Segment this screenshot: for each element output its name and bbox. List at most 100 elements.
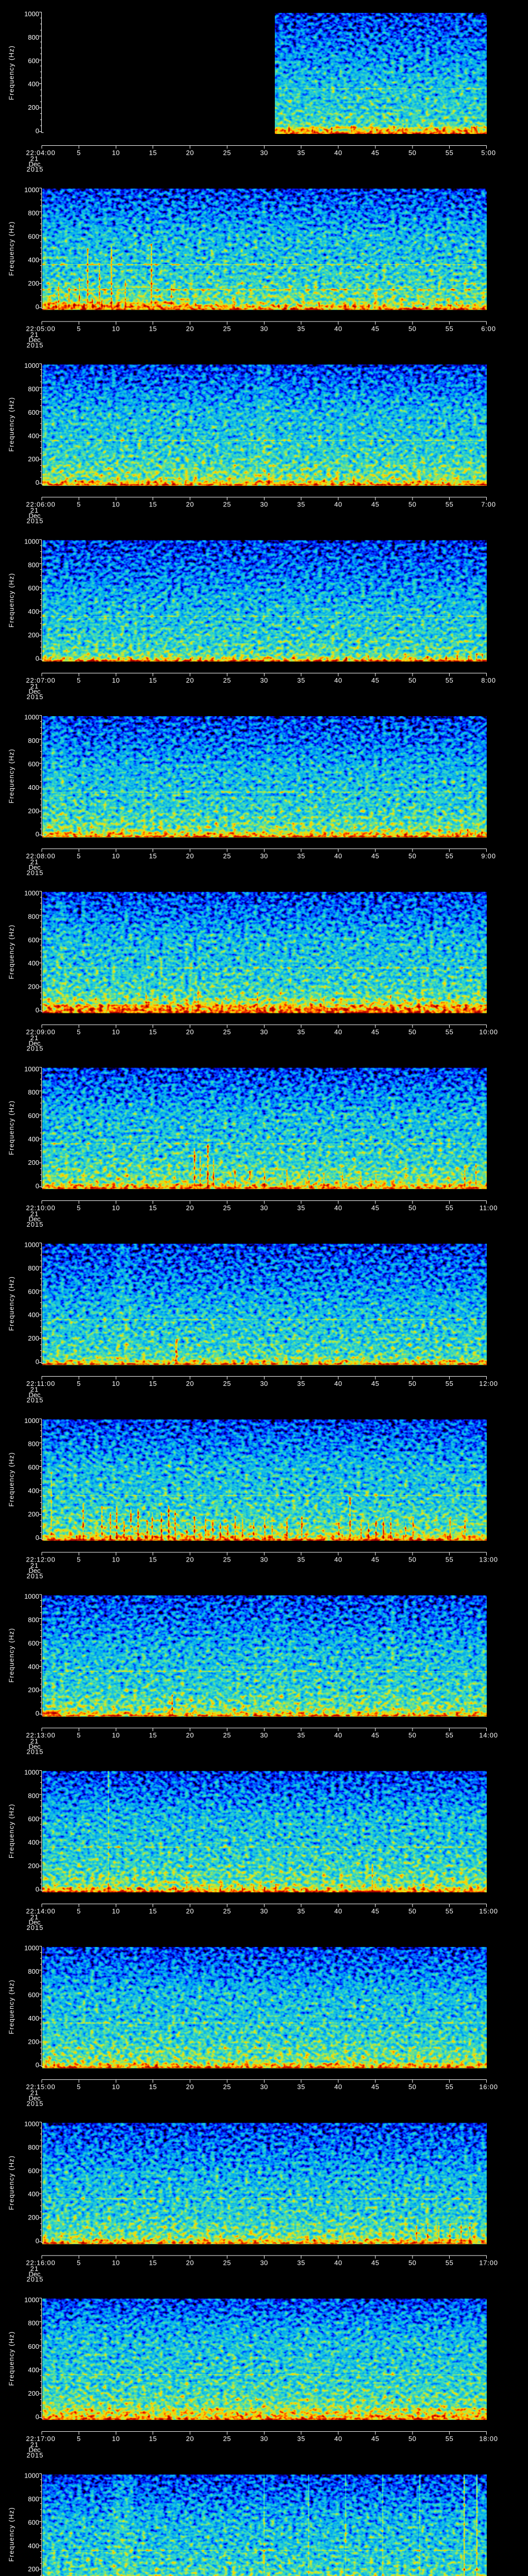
svg-text:600: 600 xyxy=(28,2518,39,2526)
svg-text:800: 800 xyxy=(28,385,39,393)
svg-text:Frequency (Hz): Frequency (Hz) xyxy=(8,45,15,100)
svg-text:25: 25 xyxy=(223,501,231,509)
svg-text:600: 600 xyxy=(28,2167,39,2175)
svg-text:22:13:00: 22:13:00 xyxy=(26,1732,55,1739)
svg-text:Frequency (Hz): Frequency (Hz) xyxy=(8,1100,15,1155)
svg-text:0: 0 xyxy=(36,1709,39,1717)
svg-text:0: 0 xyxy=(36,2237,39,2245)
svg-text:50: 50 xyxy=(408,1204,416,1212)
svg-text:Dec: Dec xyxy=(28,863,41,871)
svg-text:Frequency (Hz): Frequency (Hz) xyxy=(8,2507,15,2562)
svg-text:1000: 1000 xyxy=(24,537,39,545)
svg-text:800: 800 xyxy=(28,1440,39,1448)
svg-text:5: 5 xyxy=(77,1028,81,1036)
svg-text:5: 5 xyxy=(77,676,81,684)
svg-text:45: 45 xyxy=(371,149,379,157)
svg-text:30: 30 xyxy=(260,1555,268,1563)
svg-text:1000: 1000 xyxy=(24,2472,39,2480)
svg-text:35: 35 xyxy=(297,1907,305,1915)
svg-text:Dec: Dec xyxy=(28,1567,41,1574)
svg-text:1000: 1000 xyxy=(24,1065,39,1073)
svg-text:35: 35 xyxy=(297,1028,305,1036)
svg-text:2015: 2015 xyxy=(27,1045,44,1053)
svg-text:55: 55 xyxy=(446,1732,453,1739)
svg-text:2015: 2015 xyxy=(27,1221,44,1228)
svg-text:0: 0 xyxy=(36,303,39,311)
svg-text:1000: 1000 xyxy=(24,10,39,18)
svg-text:400: 400 xyxy=(28,784,39,791)
svg-text:1000: 1000 xyxy=(24,1417,39,1425)
svg-text:25: 25 xyxy=(223,2259,231,2267)
svg-text:9:00: 9:00 xyxy=(481,852,496,860)
svg-text:25: 25 xyxy=(223,1555,231,1563)
svg-text:25: 25 xyxy=(223,149,231,157)
svg-text:400: 400 xyxy=(28,1135,39,1143)
svg-text:30: 30 xyxy=(260,1907,268,1915)
svg-text:35: 35 xyxy=(297,501,305,509)
svg-text:40: 40 xyxy=(334,1028,342,1036)
svg-text:30: 30 xyxy=(260,501,268,509)
svg-text:21: 21 xyxy=(30,155,39,163)
svg-text:400: 400 xyxy=(28,256,39,264)
svg-text:35: 35 xyxy=(297,1555,305,1563)
svg-text:21: 21 xyxy=(30,1913,39,1921)
svg-text:22:04:00: 22:04:00 xyxy=(26,149,55,157)
svg-text:600: 600 xyxy=(28,57,39,64)
svg-text:10: 10 xyxy=(112,1732,120,1739)
svg-text:25: 25 xyxy=(223,2435,231,2443)
svg-text:2015: 2015 xyxy=(27,165,44,173)
svg-text:15: 15 xyxy=(149,852,157,860)
svg-text:7:00: 7:00 xyxy=(481,501,496,509)
svg-text:10: 10 xyxy=(112,2083,120,2091)
svg-text:55: 55 xyxy=(446,1907,453,1915)
svg-text:1000: 1000 xyxy=(24,362,39,369)
svg-text:200: 200 xyxy=(28,2038,39,2045)
svg-text:Dec: Dec xyxy=(28,1391,41,1399)
svg-text:15: 15 xyxy=(149,1380,157,1387)
svg-text:25: 25 xyxy=(223,676,231,684)
svg-text:600: 600 xyxy=(28,1639,39,1647)
svg-text:21: 21 xyxy=(30,331,39,338)
svg-text:22:07:00: 22:07:00 xyxy=(26,676,55,684)
svg-text:200: 200 xyxy=(28,2565,39,2573)
svg-text:40: 40 xyxy=(334,1555,342,1563)
svg-text:50: 50 xyxy=(408,2435,416,2443)
svg-text:30: 30 xyxy=(260,149,268,157)
svg-text:35: 35 xyxy=(297,1380,305,1387)
svg-text:21: 21 xyxy=(30,1562,39,1569)
svg-text:200: 200 xyxy=(28,104,39,111)
svg-text:40: 40 xyxy=(334,676,342,684)
svg-text:800: 800 xyxy=(28,1792,39,1800)
svg-text:40: 40 xyxy=(334,1380,342,1387)
svg-text:5: 5 xyxy=(77,325,81,332)
svg-text:200: 200 xyxy=(28,1510,39,1518)
svg-text:400: 400 xyxy=(28,2542,39,2550)
svg-text:21: 21 xyxy=(30,2441,39,2448)
svg-text:15: 15 xyxy=(149,501,157,509)
svg-text:20: 20 xyxy=(186,1732,194,1739)
svg-text:13:00: 13:00 xyxy=(479,1555,498,1563)
svg-text:5: 5 xyxy=(77,501,81,509)
svg-text:Dec: Dec xyxy=(28,336,41,344)
svg-text:5: 5 xyxy=(77,149,81,157)
svg-text:Dec: Dec xyxy=(28,688,41,696)
svg-text:5: 5 xyxy=(77,1380,81,1387)
svg-text:21: 21 xyxy=(30,1386,39,1394)
svg-text:20: 20 xyxy=(186,1380,194,1387)
svg-text:30: 30 xyxy=(260,2259,268,2267)
svg-text:40: 40 xyxy=(334,2435,342,2443)
svg-text:15: 15 xyxy=(149,1028,157,1036)
svg-text:50: 50 xyxy=(408,1907,416,1915)
svg-text:200: 200 xyxy=(28,983,39,991)
svg-text:200: 200 xyxy=(28,1862,39,1870)
svg-text:55: 55 xyxy=(446,1555,453,1563)
svg-text:55: 55 xyxy=(446,501,453,509)
svg-text:30: 30 xyxy=(260,2435,268,2443)
svg-text:15:00: 15:00 xyxy=(479,1907,498,1915)
svg-text:25: 25 xyxy=(223,1204,231,1212)
svg-text:25: 25 xyxy=(223,325,231,332)
svg-text:400: 400 xyxy=(28,2190,39,2198)
svg-text:21: 21 xyxy=(30,506,39,514)
svg-text:200: 200 xyxy=(28,1159,39,1166)
svg-text:800: 800 xyxy=(28,33,39,41)
